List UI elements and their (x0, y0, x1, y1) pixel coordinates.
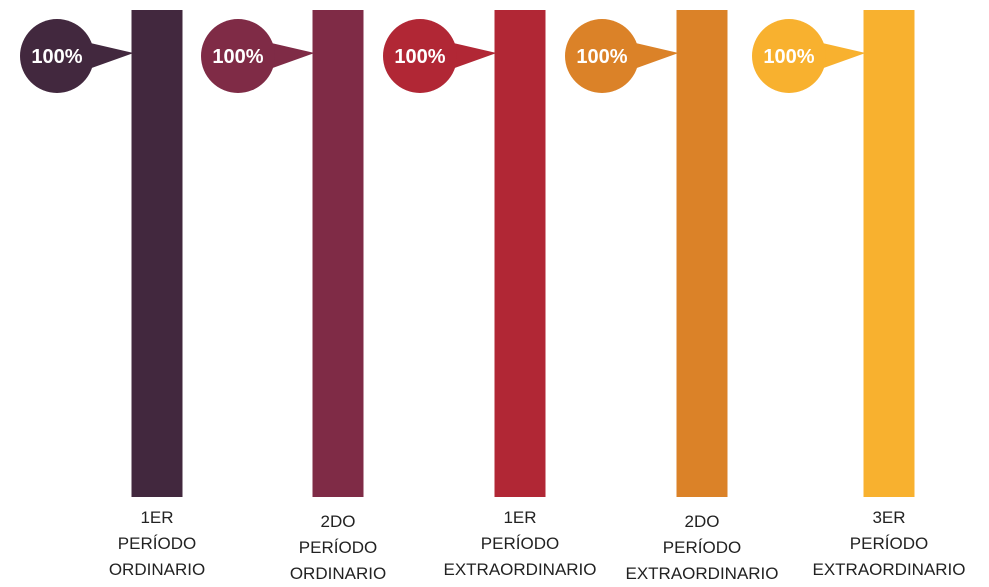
data-label-bubble-tail-2 (267, 42, 315, 70)
category-label-line: 2DO (321, 512, 356, 531)
category-label-line: EXTRAORDINARIO (625, 564, 778, 582)
data-label-3: 100% (394, 46, 445, 68)
data-label-bubble-1 (20, 19, 94, 93)
category-label-2: 2DO PERÍODO ORDINARIO (290, 512, 386, 582)
category-label-line: 1ER (503, 508, 536, 527)
category-label-line: PERÍODO (663, 538, 741, 557)
data-label-bubble-tail-5 (818, 42, 866, 70)
data-label-bubble-tail-1 (86, 42, 134, 70)
data-label-5: 100% (763, 46, 814, 68)
data-label-2: 100% (212, 46, 263, 68)
data-label-bubble-tail-3 (449, 42, 497, 70)
data-label-bubble-tail-4 (631, 42, 679, 70)
category-label-line: 3ER (872, 508, 905, 527)
data-label-bubble-3 (383, 19, 457, 93)
bar-2 (312, 10, 364, 497)
category-label-line: 1ER (140, 508, 173, 527)
data-label-4: 100% (576, 46, 627, 68)
category-label-line: ORDINARIO (109, 560, 205, 579)
category-label-line: PERÍODO (850, 534, 928, 553)
data-label-bubble-5 (752, 19, 826, 93)
category-label-line: PERÍODO (118, 534, 196, 553)
category-label-line: EXTRAORDINARIO (812, 560, 965, 579)
data-label-bubble-2 (201, 19, 275, 93)
bar-5 (863, 10, 915, 497)
category-label-line: PERÍODO (481, 534, 559, 553)
bar-3 (494, 10, 546, 497)
bar-4 (676, 10, 728, 497)
category-label-line: PERÍODO (299, 538, 377, 557)
category-label-line: ORDINARIO (290, 564, 386, 582)
category-label-1: 1ER PERÍODO ORDINARIO (109, 508, 205, 579)
category-label-line: 2DO (685, 512, 720, 531)
category-label-3: 1ER PERÍODO EXTRAORDINARIO (443, 508, 596, 579)
category-label-line: EXTRAORDINARIO (443, 560, 596, 579)
category-label-4: 2DO PERÍODO EXTRAORDINARIO (625, 512, 778, 582)
data-label-1: 100% (31, 46, 82, 68)
bar-1 (131, 10, 183, 497)
category-label-5: 3ER PERÍODO EXTRAORDINARIO (812, 508, 965, 579)
data-label-bubble-4 (565, 19, 639, 93)
